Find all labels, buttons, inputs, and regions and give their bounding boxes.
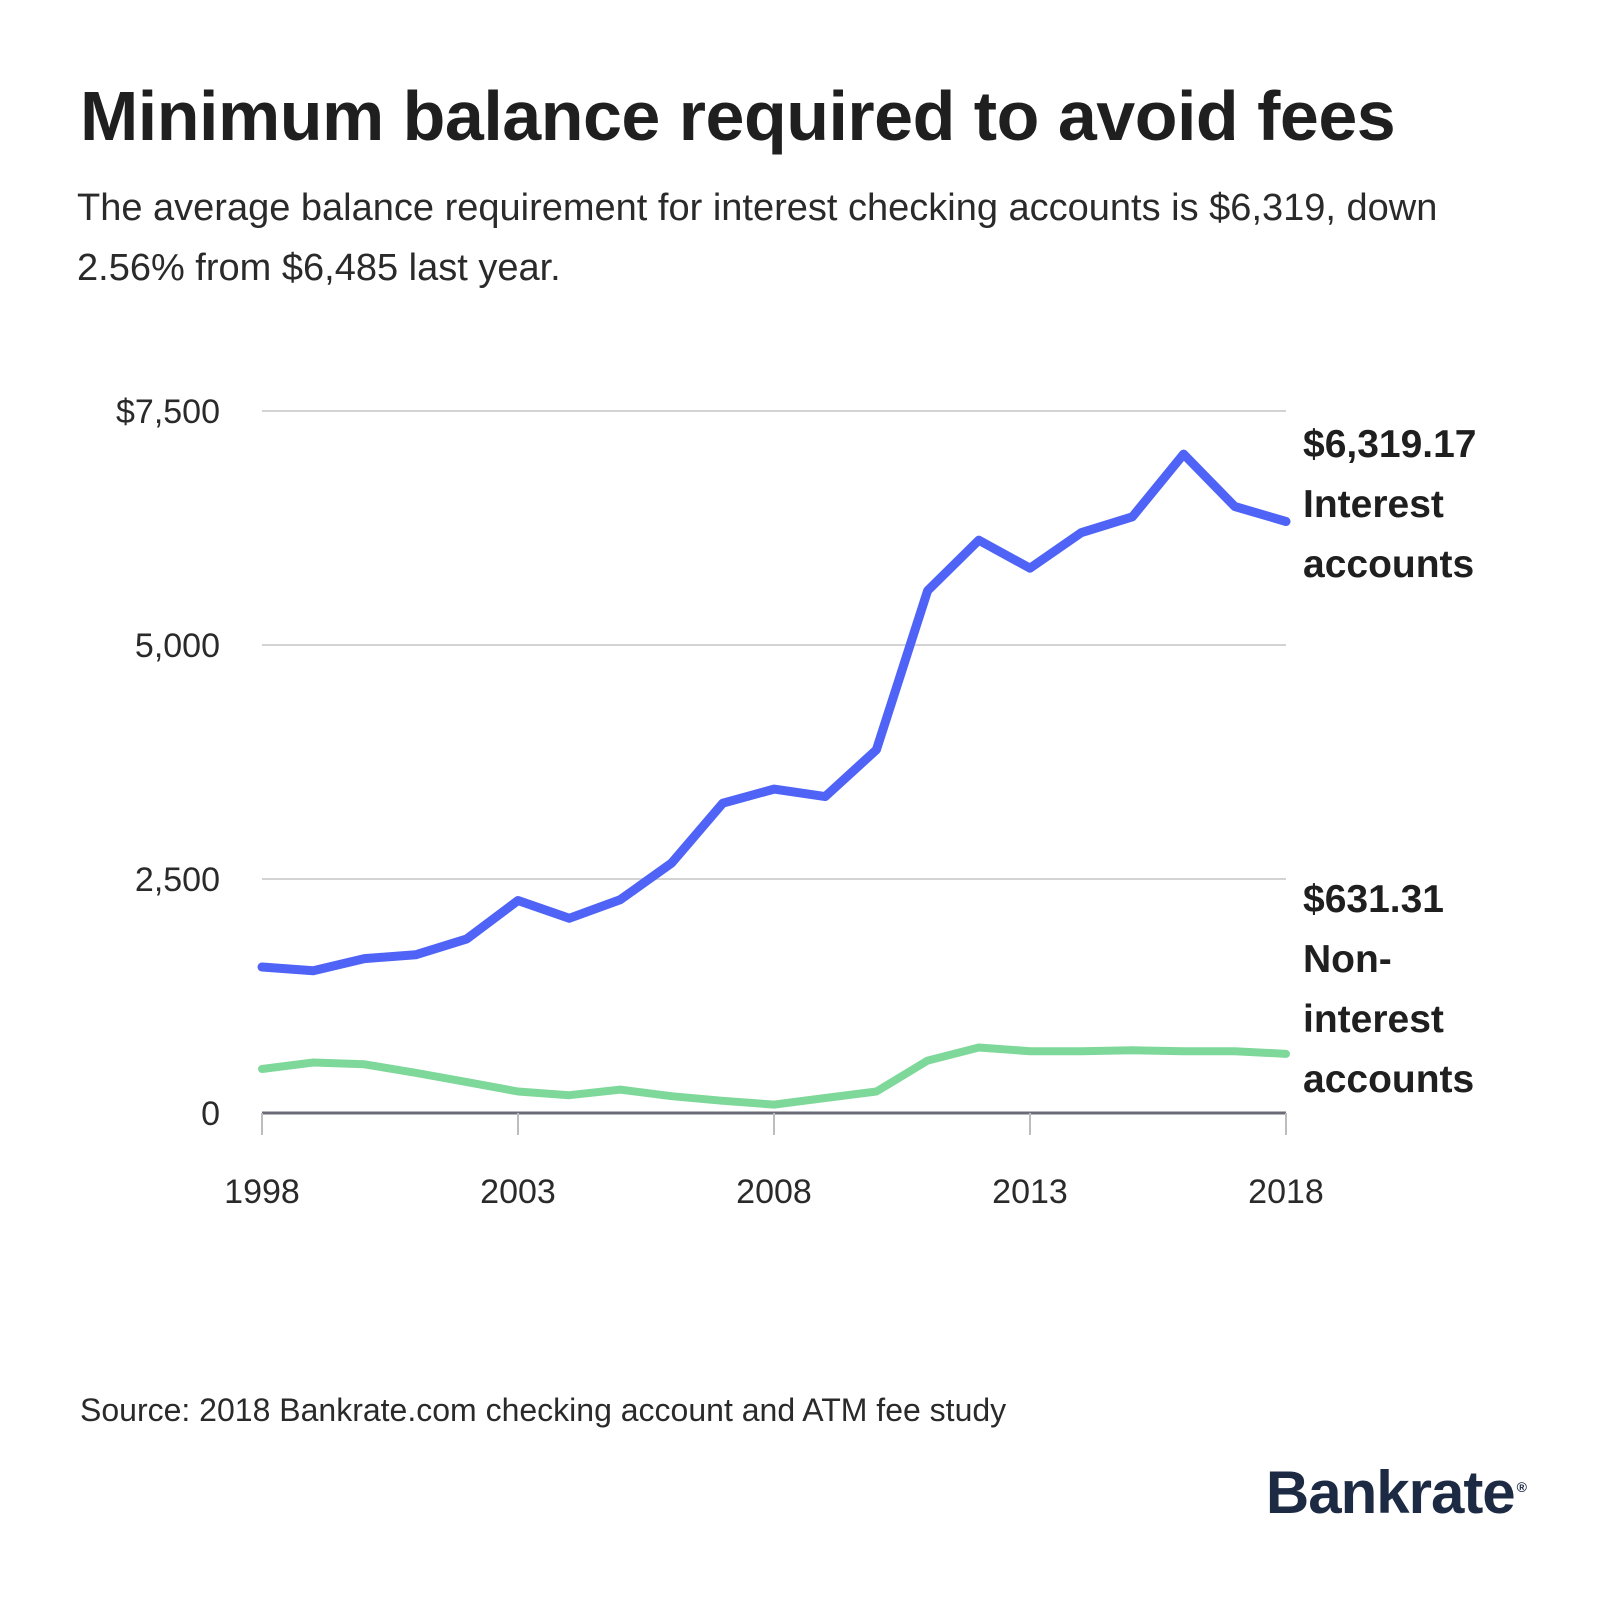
series-end-value-label: $631.31 — [1303, 878, 1444, 921]
y-tick-label: $7,500 — [116, 393, 220, 431]
y-tick-label: 0 — [201, 1095, 220, 1133]
series — [257, 449, 1291, 1109]
series-labels: $6,319.17 Interest accounts $631.31 Non-inte… — [1303, 423, 1477, 1101]
chart-subtitle: The average balance requirement for inte… — [77, 187, 1438, 289]
series-end-value-label: $6,319.17 — [1303, 423, 1477, 466]
x-tick-label: 1998 — [224, 1173, 300, 1211]
x-tick-label: 2013 — [992, 1173, 1068, 1211]
axes: 0 2,500 5,000 $7,500 1998 2003 2008 2013 2018 — [116, 393, 1324, 1211]
line-chart: 0 2,500 5,000 $7,500 1998 2003 2008 2013 2018 $6… — [116, 393, 1477, 1211]
series-name-label: Interest — [1303, 483, 1444, 526]
series-name-label: interest — [1303, 998, 1444, 1041]
logo-text: Bankrate — [1265, 1459, 1516, 1526]
x-tick-label: 2008 — [736, 1173, 812, 1211]
y-tick-label: 2,500 — [135, 861, 220, 899]
source-note: Source: 2018 Bankrate.com checking accou… — [80, 1392, 1007, 1428]
series-name-label: accounts — [1303, 543, 1474, 586]
registered-mark: ® — [1516, 1479, 1527, 1495]
y-tick-label: 5,000 — [135, 627, 220, 665]
x-tick-label: 2018 — [1248, 1173, 1324, 1211]
series-name-label: Non- — [1303, 938, 1392, 981]
series-name-label: accounts — [1303, 1058, 1474, 1101]
non-interest-accounts-line — [258, 1043, 1290, 1109]
gridlines — [262, 410, 1286, 880]
interest-accounts-line — [257, 449, 1291, 976]
x-tick-label: 2003 — [480, 1173, 556, 1211]
bankrate-logo: Bankrate ® — [1265, 1458, 1527, 1527]
chart-title: Minimum balance required to avoid fees — [80, 77, 1396, 155]
